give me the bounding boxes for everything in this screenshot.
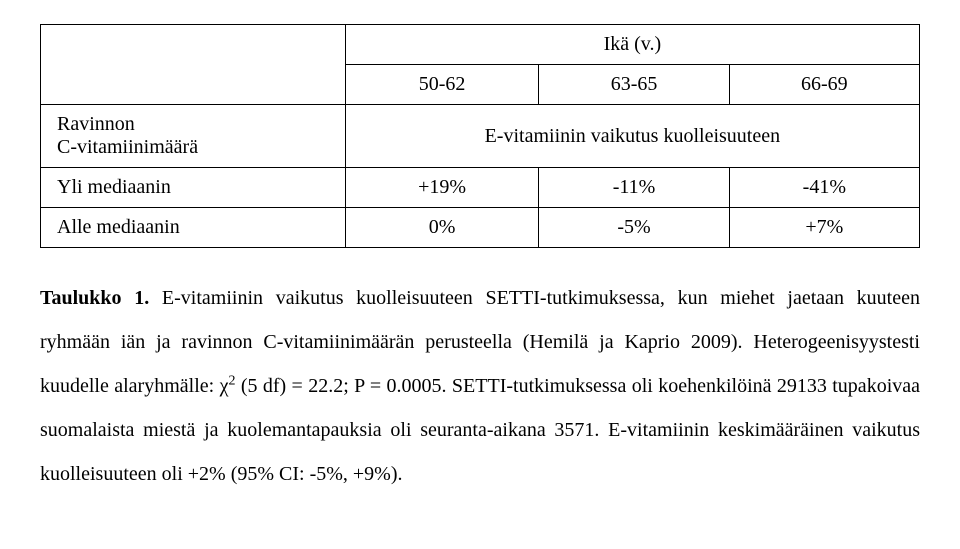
age-header: Ikä (v.) — [345, 25, 919, 65]
table-row: Ikä (v.) — [41, 25, 920, 65]
effect-subheader: E-vitamiinin vaikutus kuolleisuuteen — [345, 105, 919, 168]
nutrition-label-cell: Ravinnon C-vitamiinimäärä — [41, 105, 346, 168]
nutrition-label-line1: Ravinnon — [57, 113, 135, 135]
table-row: Yli mediaanin +19% -11% -41% — [41, 168, 920, 208]
value-cell: +7% — [729, 208, 919, 248]
value-cell: 0% — [345, 208, 539, 248]
data-table: Ikä (v.) 50-62 63-65 66-69 Ravinnon C-vi… — [40, 24, 920, 248]
value-cell: -11% — [539, 168, 729, 208]
value-cell: -41% — [729, 168, 919, 208]
value-cell: -5% — [539, 208, 729, 248]
row-header-cell — [41, 25, 346, 105]
caption-paragraph: Taulukko 1. E-vitamiinin vaikutus kuolle… — [40, 276, 920, 496]
age-group-cell: 50-62 — [345, 65, 539, 105]
table-row: Alle mediaanin 0% -5% +7% — [41, 208, 920, 248]
table-caption-lead: Taulukko 1. — [40, 287, 149, 309]
age-group-cell: 63-65 — [539, 65, 729, 105]
value-cell: +19% — [345, 168, 539, 208]
table-row: Ravinnon C-vitamiinimäärä E-vitamiinin v… — [41, 105, 920, 168]
row-label-cell: Alle mediaanin — [41, 208, 346, 248]
row-label-cell: Yli mediaanin — [41, 168, 346, 208]
nutrition-label-line2: C-vitamiinimäärä — [57, 136, 198, 158]
age-group-cell: 66-69 — [729, 65, 919, 105]
